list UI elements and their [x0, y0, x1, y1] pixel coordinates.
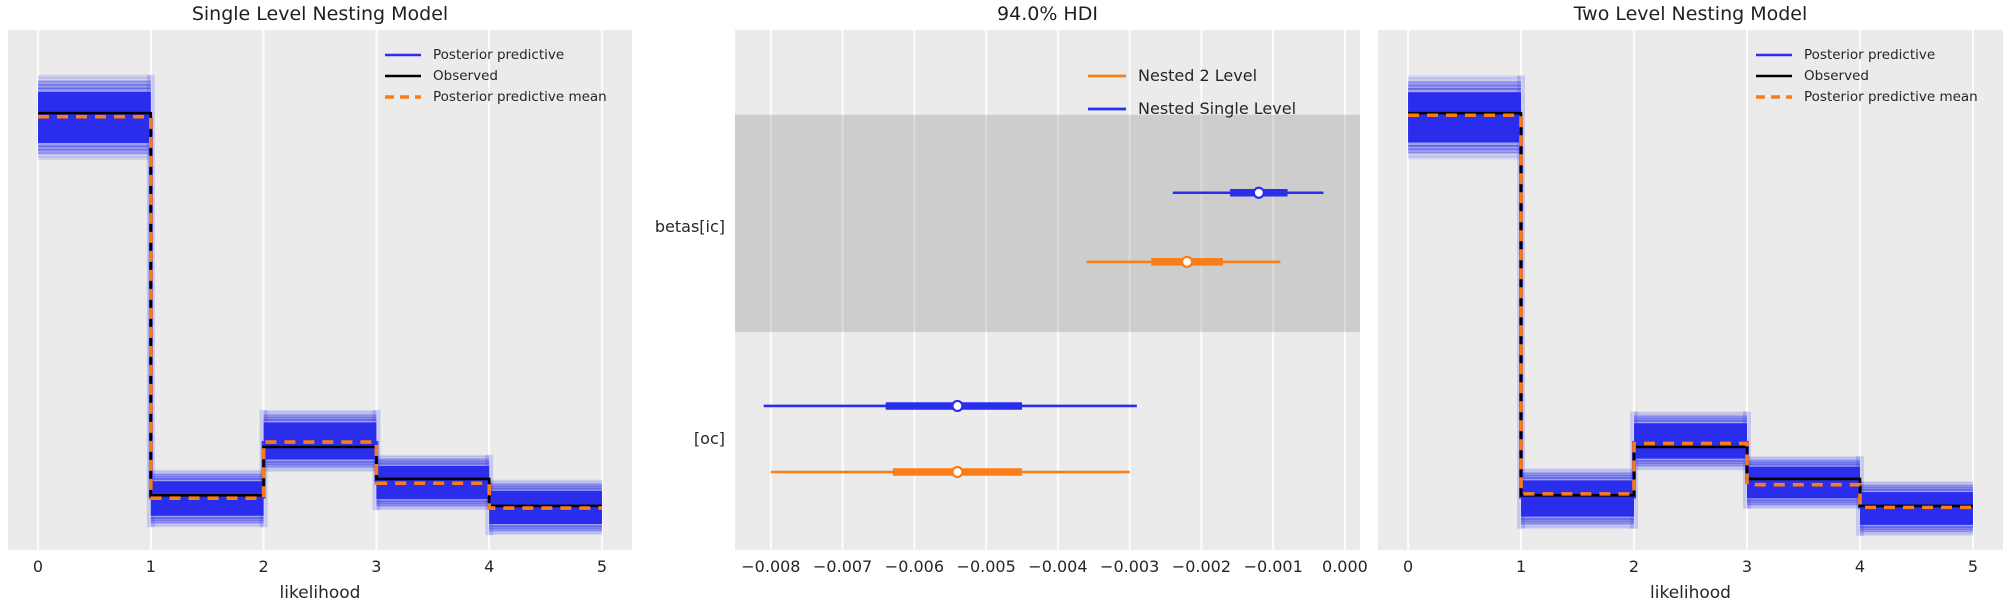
legend-line-swatch — [1088, 74, 1126, 77]
legend-line-swatch — [385, 94, 421, 99]
x-tick-label: 3 — [1741, 557, 1753, 576]
x-tick-label: 0 — [32, 557, 44, 576]
x-axis-label-two-level: likelihood — [1650, 583, 1731, 603]
legend-label: Observed — [1804, 67, 1869, 84]
x-tick-label: 4 — [484, 557, 495, 576]
legend-line-swatch — [1756, 53, 1792, 56]
forest-row-label: betas[ic] — [654, 217, 725, 237]
x-tick-label: −0.005 — [956, 557, 1016, 576]
x-tick-label: 2 — [1628, 557, 1640, 576]
legend-label: Observed — [433, 67, 498, 84]
legend-line-swatch — [385, 53, 421, 56]
x-tick-label: 5 — [596, 557, 608, 576]
x-tick-label: −0.004 — [1028, 557, 1088, 576]
x-tick-label: −0.008 — [741, 557, 801, 576]
x-tick-label: 0.000 — [1322, 557, 1368, 576]
plot-title-hdi: 94.0% HDI — [997, 3, 1098, 25]
legend-line-swatch — [1756, 74, 1792, 77]
plot-title-single-level: Single Level Nesting Model — [191, 3, 449, 25]
posterior-predictive-band — [1634, 423, 1747, 459]
legend: Posterior predictive Observed Posterior pr… — [384, 44, 607, 107]
legend-entry: Posterior predictive mean — [384, 86, 607, 107]
hdi-median-dot — [1180, 255, 1194, 269]
legend-label: Posterior predictive — [1804, 46, 1936, 63]
posterior-predictive-band — [1408, 92, 1522, 143]
legend-entry: Posterior predictive — [384, 44, 607, 65]
legend-entry: Nested 2 Level — [1087, 59, 1296, 92]
hdi-forest-axes — [735, 30, 1360, 550]
x-tick-label: 4 — [1854, 557, 1866, 576]
posterior-predictive-band — [1746, 466, 1860, 499]
legend-entry: Posterior predictive mean — [1755, 86, 1978, 107]
legend-entry: Observed — [1755, 65, 1978, 86]
legend-entry: Observed — [384, 65, 607, 86]
legend-entry: Nested Single Level — [1087, 92, 1296, 125]
legend-line-swatch — [1756, 94, 1792, 99]
two-level-axes — [1378, 30, 2003, 550]
x-tick-label: 2 — [258, 557, 269, 576]
x-tick-label: 3 — [371, 557, 382, 576]
legend-line-swatch — [1088, 107, 1126, 110]
posterior-predictive-band — [1521, 480, 1635, 517]
legend-label: Nested Single Level — [1138, 99, 1297, 118]
observed-step-line — [1408, 111, 1973, 508]
posterior-predictive-band — [38, 91, 151, 143]
legend-entry: Posterior predictive — [1755, 44, 1978, 65]
plot-title-two-level: Two Level Nesting Model — [1573, 3, 1808, 25]
posterior-predictive-band — [376, 465, 490, 500]
x-axis-label-single-level: likelihood — [279, 583, 361, 603]
x-tick-label: −0.001 — [1243, 557, 1303, 576]
x-tick-label: −0.003 — [1100, 557, 1160, 576]
legend-line-swatch — [385, 74, 421, 77]
x-tick-label: 1 — [145, 557, 156, 576]
legend-label: Posterior predictive mean — [1804, 88, 1978, 105]
hdi-median-dot — [951, 399, 964, 413]
x-tick-label: −0.006 — [884, 557, 944, 576]
hdi-median-dot — [951, 465, 964, 479]
legend: Nested 2 Level Nested Single Level — [1087, 59, 1296, 125]
posterior-predictive-band — [1859, 492, 1973, 525]
x-tick-label: 1 — [1515, 557, 1527, 576]
hdi-median-dot — [1252, 186, 1265, 199]
x-tick-label: −0.007 — [813, 557, 873, 576]
legend-label: Posterior predictive mean — [433, 88, 607, 105]
posterior-predictive-band — [263, 422, 377, 460]
observed-step-line — [38, 111, 602, 508]
posterior-predictive-mean-line — [1408, 113, 1973, 510]
x-tick-label: 0 — [1402, 557, 1414, 576]
x-tick-label: −0.002 — [1171, 557, 1232, 576]
legend-label: Posterior predictive — [433, 46, 565, 63]
forest-row-label: [oc] — [693, 428, 725, 448]
legend: Posterior predictive Observed Posterior pr… — [1755, 44, 1978, 107]
legend-label: Nested 2 Level — [1138, 66, 1258, 85]
single-level-axes — [8, 30, 632, 550]
hdi-shaded-band — [735, 114, 1360, 333]
x-tick-label: 5 — [1967, 557, 1979, 576]
